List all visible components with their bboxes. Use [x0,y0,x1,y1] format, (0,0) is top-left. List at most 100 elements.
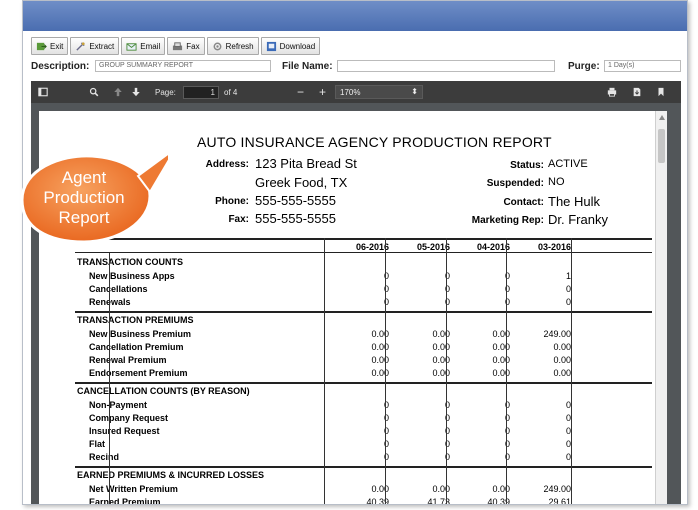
fax-button[interactable]: Fax [167,37,205,55]
zoom-out-button[interactable]: − [297,85,305,99]
table-cell: 0 [383,271,389,281]
file-name-field[interactable] [337,60,555,72]
purge-field[interactable]: 1 Day(s) [604,60,681,72]
description-field[interactable]: GROUP SUMMARY REPORT [95,60,271,72]
refresh-button[interactable]: Refresh [206,37,259,55]
table-cell: 0 [444,413,450,423]
zoom-select[interactable]: 170% ⬍ [335,85,423,99]
scroll-up-arrow[interactable] [659,115,665,120]
table-cell: 0 [383,452,389,462]
scrollbar-thumb[interactable] [658,129,665,163]
table-section: TRANSACTION COUNTS New Business Apps 0 0 0 1 C… [75,255,652,313]
phone-label: Phone: [215,196,249,207]
table-cell: 0 [565,439,571,449]
table-cell: 0 [504,439,510,449]
exit-button[interactable]: Exit [31,37,69,55]
table-cell: 0.00 [492,355,510,365]
callout-text: Agent Production Report [10,168,158,228]
table-cell: 0 [444,284,450,294]
table-left-border [109,253,110,504]
suspended-label: Suspended: [486,178,544,189]
row-label: Company Request [89,413,169,423]
table-cell: 0.00 [371,329,389,339]
callout-line-2: Production [43,188,125,207]
column-header: 04-2016 [476,242,510,252]
report-window: Exit Extract Email Fax Refresh Download … [22,0,688,505]
save-button[interactable] [632,81,642,103]
table-cell: 0.00 [432,329,450,339]
table-cell: 29.61 [548,497,571,505]
table-cell: 0 [444,452,450,462]
extract-button[interactable]: Extract [70,37,120,55]
purge-label: Purge: [568,61,600,72]
table-cell: 249.00 [543,329,571,339]
column-header-row: 06-2016 05-2016 04-2016 03-2016 [75,238,652,253]
arrow-up-icon [114,87,122,97]
zoom-in-button[interactable]: + [319,85,327,99]
row-label: Renewal Premium [89,355,167,365]
table-cell: 0 [565,452,571,462]
table-cell: 0 [444,426,450,436]
next-page-button[interactable] [131,81,141,103]
row-label: Insured Request [89,426,160,436]
table-cell: 0.00 [553,355,571,365]
table-cell: 0.00 [371,484,389,494]
refresh-icon [213,42,222,50]
table-cell: 0 [383,426,389,436]
table-cell: 0.00 [432,342,450,352]
page-number-input[interactable]: 1 [183,85,219,99]
contact-label: Contact: [503,197,544,208]
status-value: ACTIVE [548,158,588,170]
page-number-wrapper: 1 [183,81,219,103]
more-tools-button[interactable] [686,81,687,103]
table-cell: 0.00 [371,342,389,352]
section-title: TRANSACTION COUNTS [77,257,183,267]
callout-line-1: Agent [61,168,107,187]
sidebar-toggle-button[interactable] [38,81,48,103]
save-icon [633,87,641,97]
table-cell: 40.39 [487,497,510,505]
row-label: Cancellation Premium [89,342,184,352]
table-cell: 0 [565,297,571,307]
table-cell: 0 [444,439,450,449]
email-label: Email [140,41,161,51]
table-cell: 0 [565,400,571,410]
download-button[interactable]: Download [260,37,321,55]
row-label: Recind [89,452,120,462]
print-button[interactable] [607,81,617,103]
arrow-down-icon [132,87,140,97]
search-icon [89,87,99,97]
vertical-scrollbar[interactable] [655,111,667,504]
row-label: Flat [89,439,106,449]
table-cell: 0 [444,271,450,281]
table-cell: 0.00 [432,484,450,494]
table-cell: 1 [565,271,571,281]
find-button[interactable] [89,81,99,103]
zoom-value: 170% [340,88,361,97]
table-cell: 249.00 [543,484,571,494]
previous-page-button[interactable] [113,81,123,103]
table-cell: 0 [383,413,389,423]
section-title: CANCELLATION COUNTS (BY REASON) [77,386,250,396]
table-cell: 0 [504,452,510,462]
table-cell: 0 [504,271,510,281]
table-cell: 40.39 [366,497,389,505]
callout-line-3: Report [58,208,110,227]
table-cell: 0.00 [371,355,389,365]
refresh-label: Refresh [225,41,254,51]
page-label: Page: [155,87,176,97]
extract-icon [76,41,85,51]
table-cell: 0.00 [492,368,510,378]
page-count: of 4 [224,87,238,97]
sidebar-toggle-icon [38,87,48,97]
table-cell: 0 [504,426,510,436]
table-cell: 0 [504,284,510,294]
exit-icon [36,42,47,50]
bookmark-button[interactable] [656,81,666,103]
table-cell: 0 [383,297,389,307]
column-header: 05-2016 [416,242,450,252]
email-button[interactable]: Email [121,37,166,55]
table-section: CANCELLATION COUNTS (BY REASON) Non-Payme… [75,384,652,468]
table-cell: 0 [504,400,510,410]
table-cell: 0.00 [553,368,571,378]
